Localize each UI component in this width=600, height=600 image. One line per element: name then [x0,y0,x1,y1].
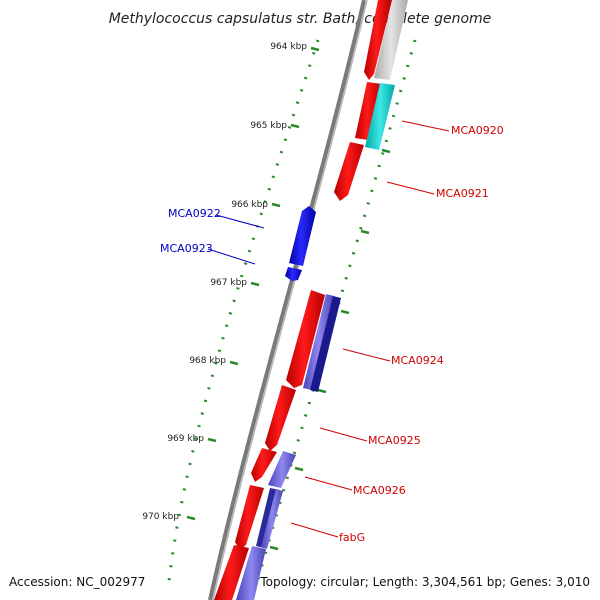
tick-label-968: 968 kbp [189,356,226,366]
tick-label-966: 966 kbp [231,200,268,210]
tick-970 [186,515,196,521]
tick-label-967: 967 kbp [210,278,247,288]
feature-mca0921 [355,82,382,140]
feature-mca0924-navy [310,296,341,392]
gene-label-mca0923[interactable]: MCA0923 [160,242,213,255]
feature-mca0926-purple [268,451,296,488]
genome-title: Methylococcus capsulatus str. Bath, comp… [109,11,492,27]
outer-ring-dashes [269,148,391,551]
tick-968 [229,360,239,366]
tick-label-965: 965 kbp [250,121,287,131]
tick-964 [310,46,320,52]
gene-label-mca0920[interactable]: MCA0920 [451,124,504,137]
feature-next [214,545,249,600]
grey-feature-track [374,0,408,80]
gene-label-mca0924[interactable]: MCA0924 [391,354,444,367]
tick-966 [271,202,281,208]
feature-mca0923 [285,267,302,281]
cyan-feature [365,83,395,150]
feature-mca0921b [334,142,364,201]
gene-label-mca0925[interactable]: MCA0925 [368,434,421,447]
tick-label-970: 970 kbp [142,512,179,522]
reverse-strand-features [214,0,392,600]
gene-label-fabg[interactable]: fabG [339,531,365,544]
feature-mca0925 [265,385,296,451]
tick-label-964: 964 kbp [270,42,307,52]
topology-text: Topology: circular; Length: 3,304,561 bp… [259,575,590,589]
feature-fabg [235,485,264,550]
tick-967 [250,281,260,287]
feature-mca0922 [289,206,316,266]
feature-mca0924-purple [303,294,334,390]
outer-tick-ring [253,39,417,591]
inner-tick-ring [166,39,320,591]
gene-labels: MCA0920 MCA0921 MCA0922 MCA0923 MCA0924 … [160,124,504,544]
purple-features [236,294,341,600]
feature-mca0920 [365,83,395,150]
kbp-ticks [186,46,320,521]
gene-label-mca0926[interactable]: MCA0926 [353,484,406,497]
tick-969 [207,437,217,443]
gene-label-mca0921[interactable]: MCA0921 [436,187,489,200]
tick-label-969: 969 kbp [167,434,204,444]
feature-fabg-purple [261,489,283,549]
tick-965 [290,123,300,129]
feature-mca0924 [286,290,325,388]
feature-bottom-purple [236,546,266,600]
forward-strand-features [285,206,316,281]
genome-backbone [208,0,368,600]
gene-label-mca0922[interactable]: MCA0922 [168,207,221,220]
label-leaders [207,120,450,538]
kbp-labels: 964 kbp 965 kbp 966 kbp 967 kbp 968 kbp … [142,42,307,522]
feature-mca0926 [251,448,277,482]
accession-text: Accession: NC_002977 [9,575,145,589]
feature-mca0919 [364,0,392,80]
